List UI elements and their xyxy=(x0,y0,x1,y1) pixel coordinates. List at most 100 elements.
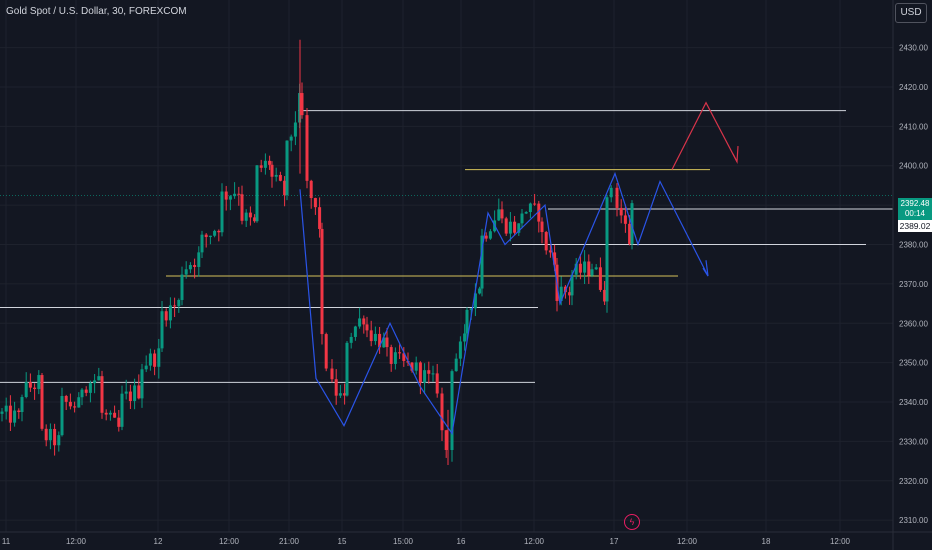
candle-body xyxy=(228,196,232,200)
candle-body xyxy=(283,180,287,196)
candle-body xyxy=(193,265,197,267)
candle-body xyxy=(605,197,609,302)
candle-body xyxy=(233,193,237,197)
candle-body xyxy=(117,417,121,427)
candle-body xyxy=(197,252,201,267)
candle-body xyxy=(570,274,574,296)
candle-body xyxy=(450,371,454,450)
candle-body xyxy=(148,353,152,366)
candle-body xyxy=(423,370,427,383)
candle-body xyxy=(13,410,17,423)
candle-body xyxy=(268,160,272,165)
candle-body xyxy=(544,232,548,251)
blue-arrowhead xyxy=(702,260,709,277)
candle-body xyxy=(513,221,517,233)
x-tick-label: 15 xyxy=(338,537,347,546)
candle-body xyxy=(418,362,422,383)
candle-body xyxy=(488,231,492,239)
candle-body xyxy=(173,305,177,307)
candle-body xyxy=(410,362,414,371)
candle-body xyxy=(473,293,477,309)
candle-body xyxy=(520,213,524,224)
candle-body xyxy=(24,382,28,398)
candle-body xyxy=(382,337,386,348)
y-tick-label: 2370.00 xyxy=(899,280,928,289)
candle-body xyxy=(414,362,418,371)
x-tick-label: 16 xyxy=(457,537,466,546)
candle-body xyxy=(478,288,482,294)
candle-body xyxy=(263,160,267,168)
chart-title: Gold Spot / U.S. Dollar, 30, FOREXCOM xyxy=(6,6,187,17)
horizontal-levels xyxy=(0,110,893,383)
x-tick-label: 17 xyxy=(610,537,619,546)
candle-body xyxy=(574,263,578,275)
candle-body xyxy=(77,397,81,408)
candle-body xyxy=(168,305,172,321)
candle-body xyxy=(548,250,552,253)
candle-body xyxy=(104,412,108,415)
candle-body xyxy=(188,265,192,270)
candle-body xyxy=(528,203,532,213)
x-tick-label: 21:00 xyxy=(279,537,300,546)
candle-body xyxy=(140,369,144,399)
candle-body xyxy=(353,326,357,337)
candle-body xyxy=(68,401,72,407)
candle-body xyxy=(630,203,634,245)
candle-body xyxy=(524,212,528,214)
candle-body xyxy=(463,333,467,342)
chart-grid xyxy=(0,0,893,532)
last-price-badge: 2392.48 00:14 xyxy=(898,198,932,220)
candle-body xyxy=(113,412,117,418)
candle-body xyxy=(293,122,297,137)
x-tick-label: 12:00 xyxy=(66,537,87,546)
x-tick-label: 12:00 xyxy=(219,537,240,546)
candle-body xyxy=(48,428,52,441)
candle-body xyxy=(100,376,104,413)
candle-body xyxy=(40,375,44,429)
candle-body xyxy=(334,379,338,396)
candle-body xyxy=(444,430,448,450)
candle-body xyxy=(184,269,188,275)
countdown: 00:14 xyxy=(904,209,926,218)
line-price-badge: 2389.02 xyxy=(898,220,932,232)
y-tick-label: 2360.00 xyxy=(899,319,928,328)
candle-body xyxy=(330,368,334,380)
candle-body xyxy=(120,393,124,427)
x-tick-label: 12:00 xyxy=(677,537,698,546)
candle-body xyxy=(20,397,24,412)
candle-body xyxy=(497,209,501,221)
candle-body xyxy=(274,174,278,177)
x-axis: 11 12:00 12 12:00 21:00 15 15:00 16 12:00 17 12:00… xyxy=(0,531,932,546)
candle-body xyxy=(309,180,313,199)
candle-body xyxy=(124,391,128,394)
candle-body xyxy=(80,389,84,398)
candle-body xyxy=(160,311,164,349)
candle-body xyxy=(587,261,591,276)
candle-body xyxy=(320,228,324,335)
currency-button[interactable]: USD xyxy=(895,3,927,23)
y-tick-label: 2310.00 xyxy=(899,516,928,525)
candle-body xyxy=(108,412,112,415)
candle-body xyxy=(237,193,241,195)
y-tick-label: 2350.00 xyxy=(899,359,928,368)
candle-body xyxy=(324,334,328,369)
lightning-icon[interactable]: ϟ xyxy=(624,514,640,530)
x-tick-label: 12:00 xyxy=(524,537,545,546)
candle-body xyxy=(93,380,97,384)
red-projection-path xyxy=(671,101,738,170)
y-tick-label: 2410.00 xyxy=(899,122,928,131)
candle-body xyxy=(53,428,57,446)
red-arrowhead xyxy=(732,145,739,165)
candle-body xyxy=(64,395,68,402)
candle-body xyxy=(578,263,582,273)
candle-body xyxy=(224,191,228,200)
candle-body xyxy=(378,333,382,348)
candle-body xyxy=(73,406,77,408)
candle-body xyxy=(465,309,469,334)
candle-body xyxy=(628,223,632,245)
candle-body xyxy=(369,330,373,342)
candle-body xyxy=(540,221,544,233)
candle-body xyxy=(480,235,484,289)
candles xyxy=(0,39,634,466)
